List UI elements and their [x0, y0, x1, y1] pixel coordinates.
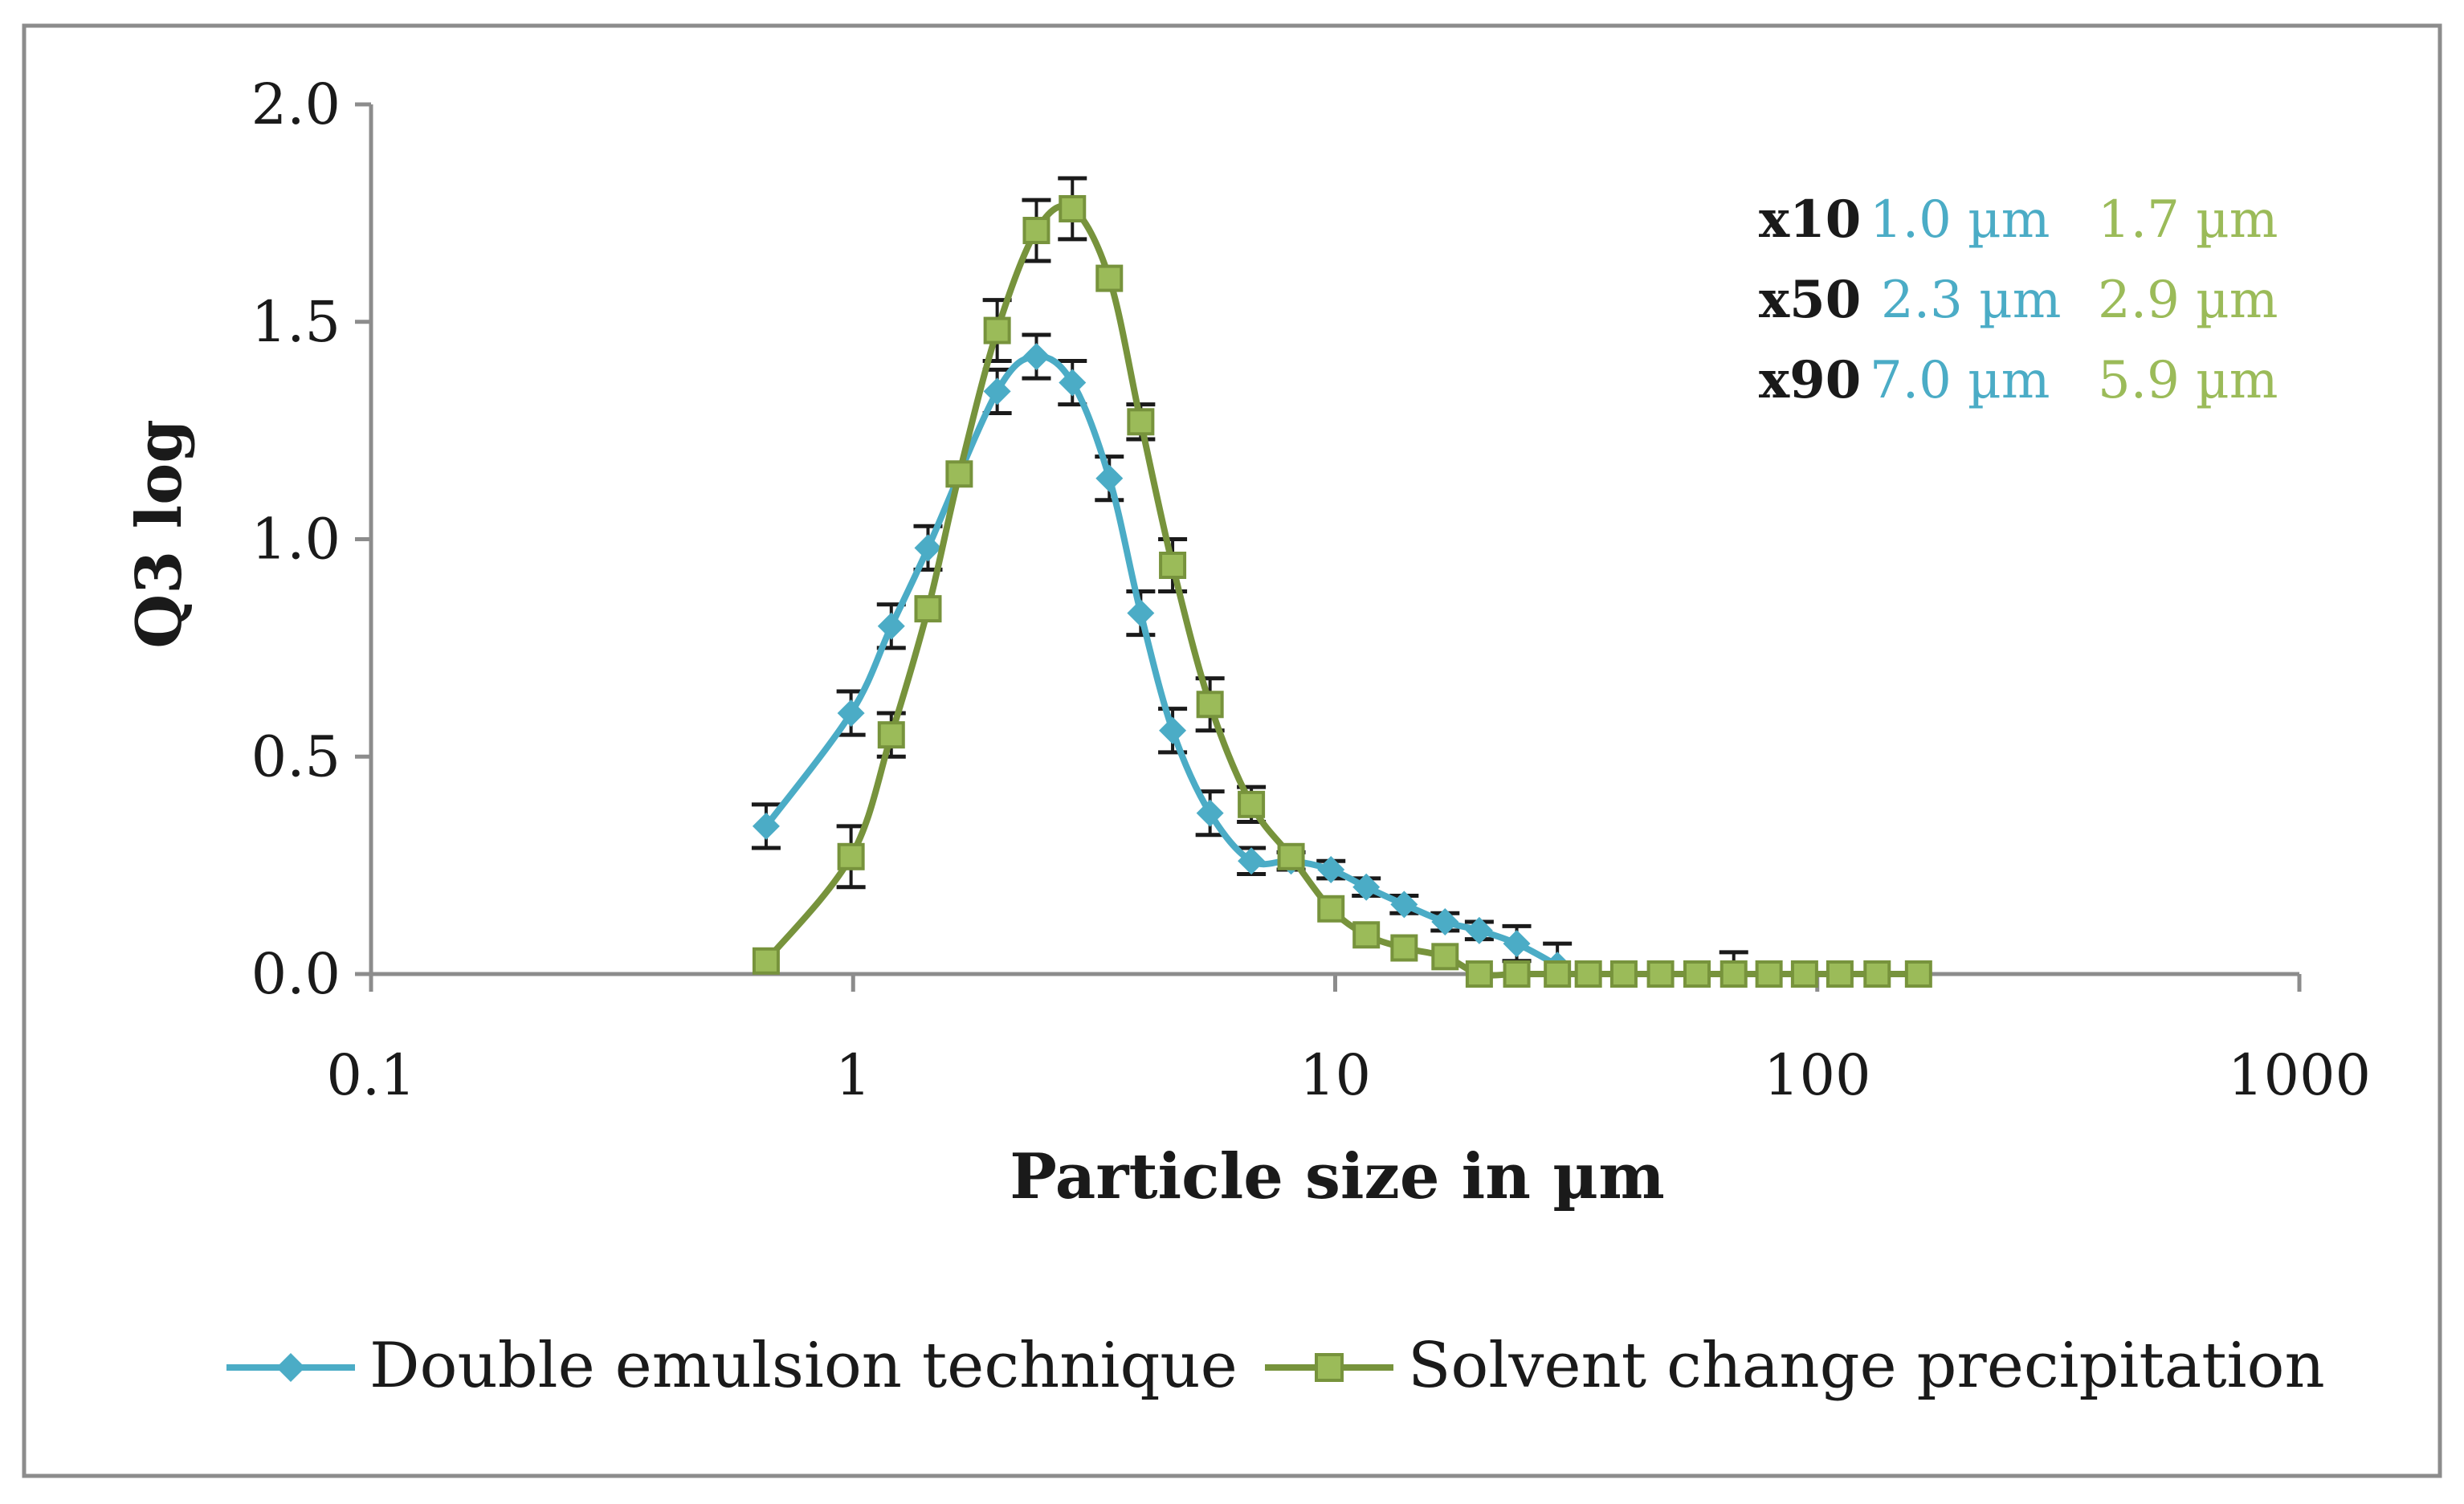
y-axis-title: Q3 log — [123, 419, 196, 649]
y-tick-label: 0.0 — [251, 941, 341, 1007]
data-point-double-emulsion — [983, 377, 1011, 406]
legend-marker-solvent-change — [1315, 1353, 1344, 1382]
x-tick-label: 10 — [1299, 1042, 1371, 1108]
data-point-solvent-change — [1863, 960, 1891, 988]
data-point-double-emulsion — [1095, 464, 1124, 492]
stat-x10-double-emulsion: 1.0 µm — [1870, 190, 2050, 250]
data-point-solvent-change — [1503, 960, 1531, 988]
data-point-solvent-change — [1465, 960, 1493, 988]
legend-label-double-emulsion: Double emulsion technique — [369, 1330, 1238, 1402]
data-point-double-emulsion — [1317, 856, 1345, 884]
y-tick-label: 1.5 — [251, 289, 341, 355]
y-tick-label: 2.0 — [251, 71, 341, 137]
data-point-solvent-change — [1646, 960, 1675, 988]
legend-entry-solvent-change: Solvent change precipitation — [1265, 1330, 2325, 1402]
data-point-solvent-change — [1719, 960, 1748, 988]
data-point-double-emulsion — [1059, 369, 1087, 397]
stat-x10-solvent-change: 1.7 µm — [2098, 190, 2278, 250]
data-point-double-emulsion — [1196, 799, 1224, 827]
x-tick-label: 100 — [1764, 1042, 1871, 1108]
data-point-double-emulsion — [877, 612, 905, 640]
x-axis-title: Particle size in µm — [1010, 1140, 1665, 1213]
stat-x50-solvent-change: 2.9 µm — [2098, 271, 2278, 330]
data-point-double-emulsion — [914, 534, 942, 562]
x-tick-label: 0.1 — [326, 1042, 415, 1108]
data-point-solvent-change — [1790, 960, 1818, 988]
data-point-solvent-change — [837, 842, 865, 870]
legend-label-solvent-change: Solvent change precipitation — [1408, 1330, 2325, 1402]
data-point-double-emulsion — [1127, 599, 1155, 627]
series-solvent-change — [752, 176, 1932, 988]
data-point-solvent-change — [1238, 790, 1266, 818]
data-point-double-emulsion — [1465, 916, 1493, 944]
data-point-solvent-change — [945, 460, 973, 488]
x-tick-label: 1 — [835, 1042, 871, 1108]
data-point-solvent-change — [1022, 217, 1050, 245]
data-point-double-emulsion — [1352, 873, 1381, 901]
data-point-solvent-change — [1431, 943, 1459, 971]
stat-x50-label: x50 — [1759, 270, 1861, 330]
data-point-solvent-change — [752, 947, 780, 975]
axes: 0.0 0.5 1.0 1.5 2.0 0.1 1 10 100 1000 — [251, 71, 2371, 1108]
data-point-solvent-change — [877, 721, 905, 749]
stat-x90-double-emulsion: 7.0 µm — [1870, 351, 2050, 410]
data-point-double-emulsion — [1238, 847, 1266, 875]
stat-x90-solvent-change: 5.9 µm — [2098, 351, 2278, 410]
data-point-double-emulsion — [752, 812, 780, 840]
stat-x50-double-emulsion: 2.3 µm — [1881, 271, 2061, 330]
data-point-solvent-change — [1352, 921, 1381, 949]
legend-entry-double-emulsion: Double emulsion technique — [226, 1330, 1238, 1402]
data-point-double-emulsion — [837, 699, 865, 728]
stat-x10-label: x10 — [1759, 190, 1861, 250]
data-point-solvent-change — [1059, 194, 1087, 222]
legend-marker-double-emulsion — [276, 1353, 305, 1382]
data-point-solvent-change — [1544, 960, 1572, 988]
data-point-solvent-change — [1159, 551, 1187, 579]
series-layer — [751, 176, 1932, 988]
data-point-solvent-change — [1755, 960, 1783, 988]
data-point-double-emulsion — [1390, 891, 1418, 919]
y-tick-label: 1.0 — [251, 507, 341, 573]
data-point-solvent-change — [1683, 960, 1711, 988]
data-point-solvent-change — [1095, 264, 1124, 292]
data-point-solvent-change — [1574, 960, 1602, 988]
data-point-double-emulsion — [1503, 930, 1531, 958]
data-point-solvent-change — [983, 316, 1011, 344]
legend: Double emulsion technique Solvent change… — [226, 1330, 2325, 1402]
data-point-solvent-change — [1277, 842, 1305, 870]
data-point-solvent-change — [1196, 691, 1224, 719]
data-point-double-emulsion — [1022, 343, 1050, 371]
data-point-solvent-change — [1390, 934, 1418, 962]
data-point-solvent-change — [1904, 960, 1932, 988]
chart-frame — [22, 23, 2442, 1478]
data-point-solvent-change — [1317, 895, 1345, 923]
x-tick-label: 1000 — [2228, 1042, 2371, 1108]
data-point-double-emulsion — [1431, 908, 1459, 936]
data-point-solvent-change — [914, 595, 942, 623]
stats-annotation: x10 1.0 µm 1.7 µm x50 2.3 µm 2.9 µm x90 … — [1759, 190, 2278, 410]
data-point-solvent-change — [1826, 960, 1854, 988]
data-point-solvent-change — [1127, 408, 1155, 436]
data-point-solvent-change — [1609, 960, 1638, 988]
data-point-double-emulsion — [1159, 716, 1187, 744]
y-tick-label: 0.5 — [251, 723, 341, 789]
stat-x90-label: x90 — [1759, 350, 1861, 410]
